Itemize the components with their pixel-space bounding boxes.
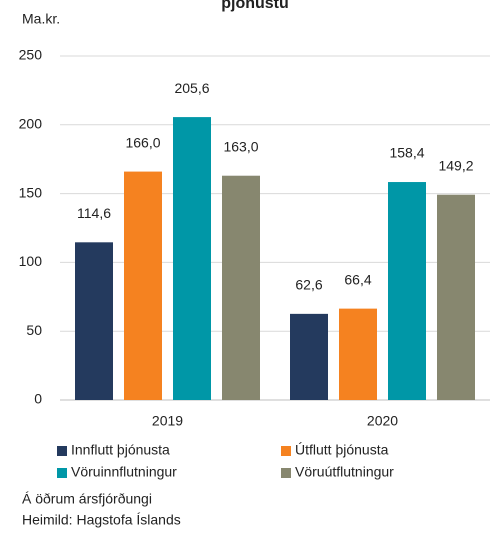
- y-tick-label: 200: [19, 116, 43, 132]
- bar: [75, 242, 113, 400]
- data-label: 166,0: [125, 134, 160, 150]
- data-label: 205,6: [174, 80, 209, 96]
- y-tick-label: 100: [19, 253, 43, 269]
- y-unit: Ma.kr.: [22, 11, 60, 27]
- data-label: 149,2: [438, 157, 473, 173]
- x-tick-label: 2020: [367, 413, 398, 429]
- data-label: 66,4: [344, 271, 371, 287]
- y-tick-label: 150: [19, 184, 43, 200]
- note: Á öðrum ársfjórðungi: [22, 491, 152, 507]
- y-tick-label: 50: [26, 322, 42, 338]
- x-tick-label: 2019: [152, 413, 183, 429]
- legend-swatch: [57, 468, 67, 478]
- bar: [437, 194, 475, 400]
- legend-swatch: [281, 468, 291, 478]
- legend-label: Innflutt þjónusta: [71, 442, 170, 458]
- y-tick-label: 250: [19, 47, 43, 63]
- bar: [388, 182, 426, 400]
- note: Heimild: Hagstofa Íslands: [22, 512, 181, 528]
- legend-swatch: [281, 446, 291, 456]
- y-tick-label: 0: [34, 391, 42, 407]
- legend-label: Vöruútflutningur: [295, 464, 394, 480]
- bar: [222, 175, 260, 400]
- legend-label: Vöruinnflutningur: [71, 464, 177, 480]
- data-label: 114,6: [77, 205, 111, 221]
- legend-label: Útflutt þjónusta: [295, 442, 389, 458]
- legend-swatch: [57, 446, 67, 456]
- chart-title: þjónustu: [221, 0, 289, 12]
- bar: [173, 117, 211, 401]
- data-label: 163,0: [223, 138, 258, 154]
- bar: [124, 171, 162, 400]
- data-label: 158,4: [389, 145, 424, 161]
- data-label: 62,6: [295, 277, 322, 293]
- bar: [290, 313, 328, 400]
- bar: [339, 308, 377, 400]
